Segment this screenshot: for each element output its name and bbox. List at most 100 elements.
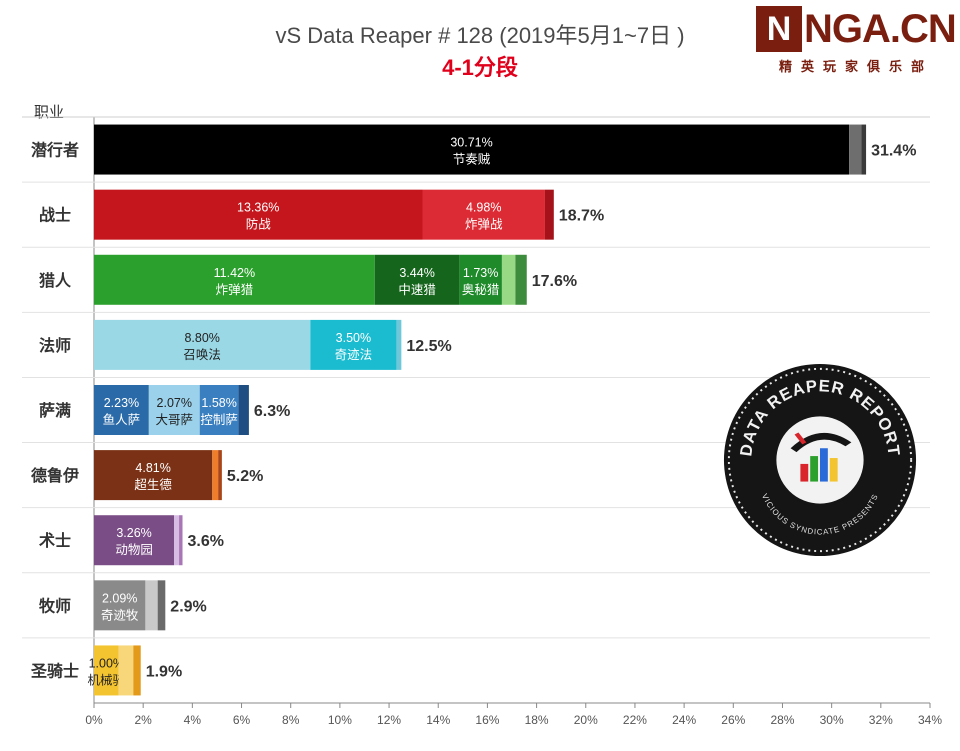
bar-segment bbox=[94, 450, 213, 501]
bar-segment bbox=[212, 450, 219, 501]
total-label: 3.6% bbox=[188, 533, 224, 550]
total-label: 6.3% bbox=[254, 403, 290, 420]
segment-archetype-label: 大哥萨 bbox=[156, 413, 194, 427]
bar-segment bbox=[374, 254, 460, 305]
category-label: 战士 bbox=[39, 206, 71, 225]
bar-segment bbox=[849, 124, 862, 175]
total-label: 1.9% bbox=[146, 663, 182, 680]
bar-segment bbox=[199, 385, 239, 435]
total-label: 2.9% bbox=[170, 598, 206, 615]
x-tick-label: 0% bbox=[85, 713, 103, 727]
bar-segment bbox=[94, 189, 423, 240]
bar-segment bbox=[94, 124, 850, 175]
bar-segment bbox=[94, 385, 149, 435]
category-label: 术士 bbox=[38, 531, 71, 550]
total-label: 5.2% bbox=[227, 468, 263, 485]
x-tick-label: 12% bbox=[377, 713, 401, 727]
segment-archetype-label: 召唤法 bbox=[183, 348, 221, 362]
total-label: 18.7% bbox=[559, 208, 604, 225]
segment-archetype-label: 超生德 bbox=[134, 477, 172, 492]
category-label: 猎人 bbox=[39, 271, 72, 290]
segment-archetype-label: 中速猎 bbox=[398, 282, 436, 297]
segment-archetype-label: 炸弹猎 bbox=[216, 283, 254, 297]
segment-value-label: 30.71% bbox=[450, 136, 492, 150]
category-label: 萨满 bbox=[39, 402, 71, 420]
bar-segment bbox=[157, 580, 166, 631]
bar-segment bbox=[218, 450, 222, 501]
x-tick-label: 20% bbox=[574, 713, 598, 727]
segment-archetype-label: 控制萨 bbox=[200, 413, 238, 427]
bar-segment bbox=[174, 515, 180, 566]
total-label: 17.6% bbox=[532, 273, 577, 290]
bar-segment bbox=[422, 189, 545, 240]
bar-segment bbox=[515, 254, 527, 305]
x-tick-label: 4% bbox=[184, 713, 202, 727]
blade-icon bbox=[794, 432, 807, 445]
segment-archetype-label: 节奏贼 bbox=[453, 153, 491, 167]
segment-value-label: 11.42% bbox=[214, 266, 255, 280]
segment-value-label: 2.09% bbox=[102, 591, 137, 605]
x-tick-label: 22% bbox=[623, 713, 647, 727]
category-label: 法师 bbox=[39, 336, 71, 355]
segment-value-label: 1.00% bbox=[89, 656, 124, 670]
segment-value-label: 1.73% bbox=[463, 266, 498, 280]
bar-segment bbox=[94, 645, 119, 696]
segment-value-label: 2.23% bbox=[104, 396, 139, 410]
logo-name: NGA.CN bbox=[804, 7, 957, 51]
x-tick-label: 10% bbox=[328, 713, 352, 727]
segment-archetype-label: 奇迹牧 bbox=[101, 608, 139, 622]
segment-value-label: 3.50% bbox=[336, 331, 371, 345]
x-tick-label: 24% bbox=[672, 713, 696, 727]
segment-value-label: 3.44% bbox=[399, 266, 434, 280]
x-tick-label: 30% bbox=[820, 713, 844, 727]
bar-segment bbox=[861, 124, 867, 175]
segment-archetype-label: 奥秘猎 bbox=[462, 283, 500, 297]
bar-segment bbox=[459, 254, 502, 305]
paw-icon: N bbox=[756, 6, 802, 52]
bar-segment bbox=[94, 319, 311, 370]
data-reaper-badge: DATA REAPER REPORT VICIOUS SYNDICATE PRE… bbox=[723, 363, 917, 557]
bar-segment bbox=[544, 189, 554, 240]
bar-segment bbox=[238, 385, 249, 435]
x-tick-label: 18% bbox=[525, 713, 549, 727]
segment-archetype-label: 动物园 bbox=[115, 543, 153, 557]
segment-value-label: 2.07% bbox=[157, 396, 192, 410]
x-tick-label: 14% bbox=[426, 713, 450, 727]
chart-title: vS Data Reaper # 128 (2019年5月1~7日 ) bbox=[275, 23, 685, 48]
segment-value-label: 8.80% bbox=[184, 331, 219, 345]
x-tick-label: 34% bbox=[918, 713, 942, 727]
category-label: 圣骑士 bbox=[30, 661, 79, 680]
category-label: 德鲁伊 bbox=[31, 466, 79, 485]
total-label: 12.5% bbox=[406, 338, 451, 355]
segment-value-label: 1.58% bbox=[201, 396, 236, 410]
bar-segment bbox=[501, 254, 516, 305]
bar-segment bbox=[94, 515, 175, 566]
chart-subtitle: 4-1分段 bbox=[442, 55, 518, 80]
total-label: 31.4% bbox=[871, 143, 916, 160]
bar-segment bbox=[118, 645, 134, 696]
x-tick-label: 32% bbox=[869, 713, 893, 727]
x-tick-label: 28% bbox=[770, 713, 794, 727]
bar-segment bbox=[145, 580, 158, 631]
x-tick-label: 26% bbox=[721, 713, 745, 727]
segment-archetype-label: 奇迹法 bbox=[335, 348, 373, 362]
segment-value-label: 3.26% bbox=[116, 526, 151, 540]
scythe-icon bbox=[790, 432, 852, 453]
bar-segment bbox=[148, 385, 200, 435]
nga-logo: N NGA.CN 精英玩家俱乐部 bbox=[756, 6, 957, 76]
segment-value-label: 13.36% bbox=[237, 201, 279, 215]
bar-segment bbox=[94, 580, 146, 631]
badge-dotted-ring bbox=[727, 367, 913, 553]
category-label: 潜行者 bbox=[31, 141, 79, 160]
category-label: 牧师 bbox=[39, 596, 71, 615]
logo-tagline: 精英玩家俱乐部 bbox=[778, 59, 933, 74]
segment-value-label: 4.81% bbox=[135, 461, 170, 475]
badge-bar-chart-icon bbox=[800, 448, 838, 482]
x-tick-label: 8% bbox=[282, 713, 300, 727]
segment-archetype-label: 鱼人萨 bbox=[103, 413, 141, 427]
bar-segment bbox=[94, 254, 375, 305]
bar-segment bbox=[179, 515, 183, 566]
bar-segment bbox=[133, 645, 141, 696]
x-tick-label: 16% bbox=[475, 713, 499, 727]
